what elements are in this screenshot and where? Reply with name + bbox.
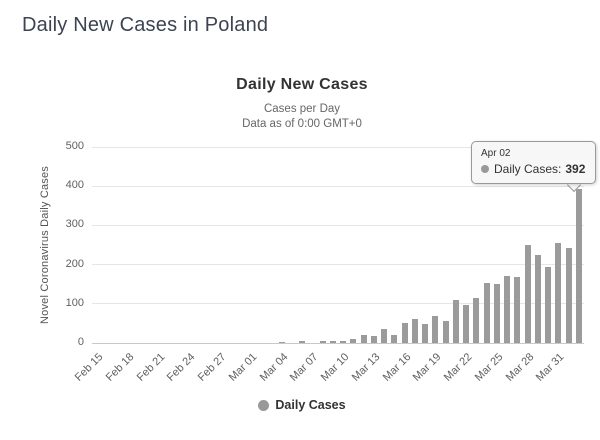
y-tick-label: 100 [65, 296, 84, 309]
x-axis-line [92, 342, 584, 344]
y-tick-label: 400 [65, 179, 84, 192]
tooltip-row: Daily Cases: 392 [481, 162, 585, 176]
bar-mar-28[interactable] [524, 245, 531, 343]
bar-mar-29[interactable] [534, 255, 541, 343]
bar-mar-12[interactable] [360, 335, 367, 343]
bar-mar-04[interactable] [278, 342, 285, 343]
legend: Daily Cases [0, 398, 600, 412]
tooltip-series-label: Daily Cases: [494, 162, 562, 176]
chart-subtitle-line1: Cases per Day [263, 103, 341, 115]
bar-mar-31[interactable] [555, 242, 562, 343]
bar-mar-30[interactable] [545, 267, 552, 343]
page-title: Daily New Cases in Poland [22, 14, 269, 36]
bar-mar-23[interactable] [473, 297, 480, 343]
tooltip-value: 392 [565, 162, 586, 176]
bar-mar-11[interactable] [350, 339, 357, 343]
bar-mar-26[interactable] [504, 276, 511, 343]
chart-subtitle-line2: Data as of 0:00 GMT+0 [242, 118, 362, 130]
legend-marker-icon [258, 399, 270, 411]
chart: Daily New Cases Cases per Day Data as of… [0, 62, 600, 440]
y-tick-label: 500 [65, 140, 84, 152]
bar-mar-16[interactable] [401, 322, 408, 343]
bar-mar-08[interactable] [319, 340, 326, 343]
bar-mar-21[interactable] [452, 299, 459, 343]
bar-apr-01[interactable] [565, 247, 572, 343]
legend-item-daily-cases[interactable]: Daily Cases [258, 398, 346, 412]
y-tick-label: 200 [65, 257, 84, 270]
bar-apr-02[interactable] [575, 189, 582, 343]
legend-label: Daily Cases [275, 398, 346, 412]
bar-mar-09[interactable] [329, 341, 336, 343]
gridline [92, 303, 584, 305]
bar-mar-27[interactable] [514, 277, 521, 343]
bar-mar-15[interactable] [391, 334, 398, 343]
tooltip-date: Apr 02 [481, 148, 511, 159]
bar-mar-06[interactable] [299, 341, 306, 343]
y-tick-label: 0 [77, 336, 84, 348]
series-marker-icon [481, 165, 489, 173]
chart-subtitle: Cases per Day Data as of 0:00 GMT+0 [0, 102, 600, 132]
plot-area[interactable]: 0 100 200 300 400 500 Feb 15 Feb 18 Feb 21 Feb 24… [66, 140, 584, 384]
gridline [92, 185, 584, 187]
chart-title: Daily New Cases [236, 76, 368, 93]
bar-mar-18[interactable] [422, 323, 429, 343]
bar-mar-17[interactable] [411, 319, 418, 343]
bar-mar-20[interactable] [442, 320, 449, 343]
bar-mar-13[interactable] [370, 336, 377, 343]
bar-mar-25[interactable] [493, 284, 500, 343]
bar-mar-10[interactable] [340, 340, 347, 343]
tooltip: Apr 02 Daily Cases: 392 [471, 141, 597, 184]
bar-mar-22[interactable] [463, 304, 470, 343]
bar-mar-24[interactable] [483, 283, 490, 343]
bar-mar-19[interactable] [432, 316, 439, 343]
gridline [92, 264, 584, 266]
gridline [92, 146, 584, 148]
bar-mar-14[interactable] [381, 328, 388, 343]
gridline [92, 224, 584, 226]
y-tick-label: 300 [65, 218, 84, 231]
